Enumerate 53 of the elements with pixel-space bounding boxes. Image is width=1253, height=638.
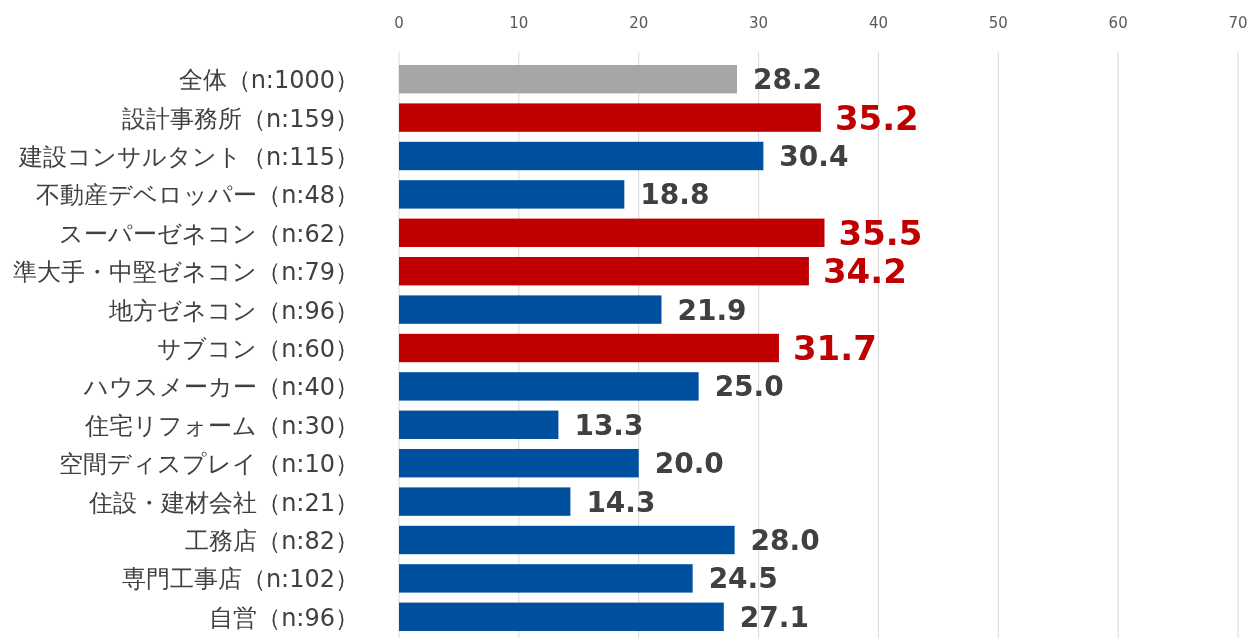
y-tick-label: 工務店（n:82） bbox=[185, 527, 359, 555]
x-tick-label: 50 bbox=[988, 14, 1008, 32]
data-label: 34.2 bbox=[822, 251, 907, 292]
bar bbox=[399, 141, 764, 171]
data-label: 30.4 bbox=[779, 140, 849, 173]
bar bbox=[399, 333, 779, 363]
y-tick-label: 自営（n:96） bbox=[209, 603, 359, 632]
x-tick-label: 60 bbox=[1108, 14, 1128, 32]
y-tick-label: 全体（n:1000） bbox=[178, 66, 359, 95]
bar bbox=[399, 256, 809, 286]
bar bbox=[399, 295, 662, 324]
data-label: 28.2 bbox=[753, 63, 823, 97]
x-tick-label: 10 bbox=[509, 14, 529, 32]
bar bbox=[399, 372, 699, 401]
data-label: 14.3 bbox=[586, 485, 656, 519]
data-label: 13.3 bbox=[574, 408, 644, 442]
x-tick-label: 30 bbox=[749, 14, 769, 32]
y-tick-label: スーパーゼネコン（n:62） bbox=[59, 219, 359, 248]
y-tick-label: 専門工事店（n:102） bbox=[121, 565, 359, 594]
y-tick-label: サブコン（n:60） bbox=[157, 335, 359, 363]
bar bbox=[399, 218, 825, 248]
bar bbox=[399, 103, 821, 132]
data-label: 35.5 bbox=[838, 212, 923, 253]
data-label: 21.9 bbox=[677, 293, 747, 327]
data-label: 31.7 bbox=[792, 328, 877, 368]
bar bbox=[399, 564, 693, 593]
bar bbox=[399, 602, 724, 632]
y-tick-label: 住設・建材会社（n:21） bbox=[88, 488, 359, 517]
y-tick-label: 空間ディスプレイ（n:10） bbox=[59, 450, 359, 479]
data-label: 28.0 bbox=[750, 524, 820, 557]
data-label: 27.1 bbox=[739, 600, 809, 634]
y-tick-label: 住宅リフォーム（n:30） bbox=[84, 411, 359, 440]
x-tick-label: 40 bbox=[868, 14, 888, 32]
bar bbox=[399, 64, 737, 94]
bar bbox=[399, 525, 735, 555]
x-tick-label: 0 bbox=[394, 14, 404, 32]
data-label: 24.5 bbox=[708, 562, 778, 596]
bar bbox=[399, 487, 571, 516]
y-tick-label: 建設コンサルタント（n:115） bbox=[17, 143, 359, 171]
data-label: 25.0 bbox=[714, 370, 784, 404]
y-tick-label: 準大手・中堅ゼネコン（n:79） bbox=[13, 258, 359, 287]
x-tick-label: 20 bbox=[629, 14, 649, 32]
data-label: 18.8 bbox=[640, 178, 710, 212]
bar bbox=[399, 448, 639, 478]
y-tick-label: ハウスメーカー（n:40） bbox=[83, 373, 359, 402]
y-tick-label: 設計事務所（n:159） bbox=[121, 104, 359, 133]
x-tick-label: 70 bbox=[1228, 14, 1248, 32]
bar bbox=[399, 180, 625, 209]
y-tick-label: 地方ゼネコン（n:96） bbox=[108, 296, 359, 325]
y-tick-label: 不動産デベロッパー（n:48） bbox=[36, 181, 359, 210]
bar bbox=[399, 410, 559, 440]
data-label: 20.0 bbox=[654, 447, 724, 481]
data-label: 35.2 bbox=[834, 97, 919, 138]
